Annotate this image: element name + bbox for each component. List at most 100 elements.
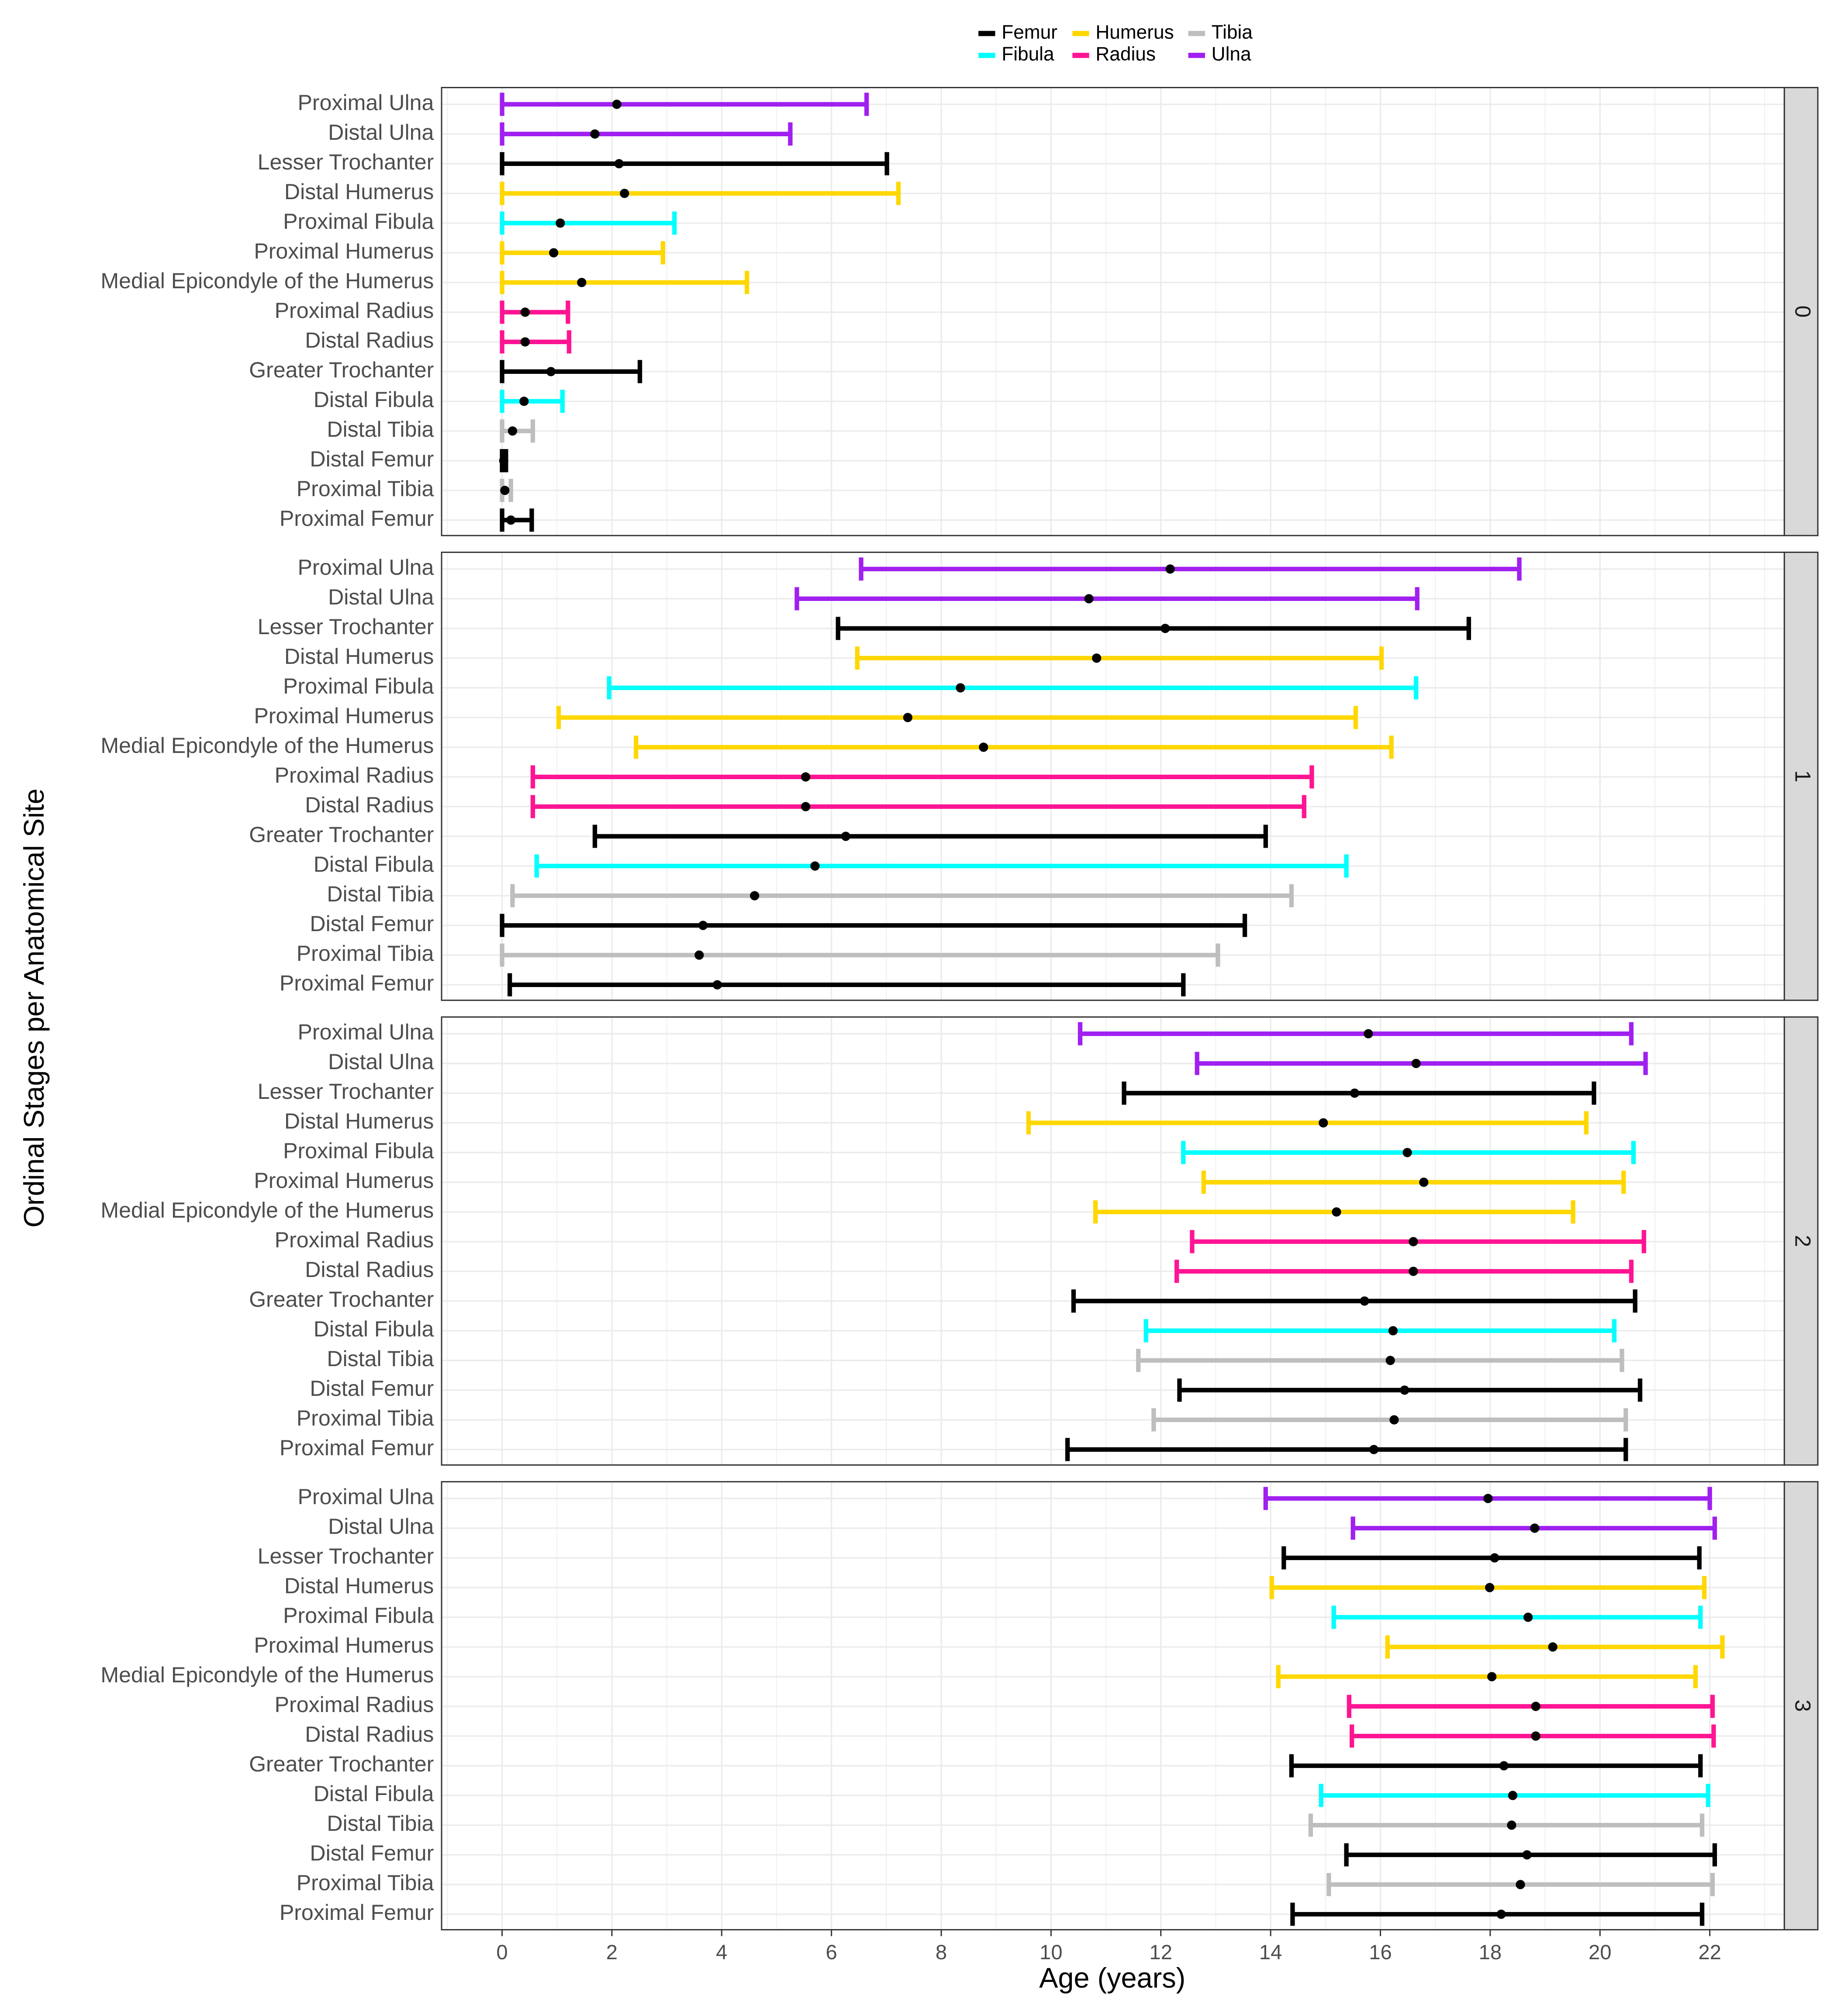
errorbar-proximal-femur — [1065, 1438, 1628, 1461]
mean-point — [1364, 1029, 1373, 1039]
site-label: Distal Fibula — [314, 852, 434, 877]
mean-point — [750, 891, 760, 901]
x-tick-label: 6 — [826, 1940, 837, 1964]
site-label: Proximal Radius — [275, 1692, 434, 1717]
mean-point — [1409, 1267, 1418, 1276]
mean-point — [577, 278, 587, 287]
site-label: Greater Trochanter — [249, 1287, 434, 1312]
x-tick-label: 0 — [496, 1940, 508, 1964]
site-label: Distal Humerus — [284, 1109, 434, 1133]
panels: Proximal Ulna Distal Ulna Lesser Trochante… — [100, 87, 1819, 1930]
mean-point — [698, 921, 708, 930]
x-tick-label: 18 — [1479, 1940, 1502, 1964]
site-label: Medial Epicondyle of the Humerus — [100, 1663, 434, 1687]
mean-point — [903, 713, 912, 722]
errorbar-distal-fibula — [500, 390, 565, 413]
site-label: Proximal Tibia — [297, 941, 434, 966]
site-label: Proximal Humerus — [254, 239, 434, 263]
site-label: Distal Radius — [305, 1722, 434, 1747]
errorbar-distal-tibia — [500, 419, 535, 443]
errorbar-proximal-humerus — [500, 241, 665, 265]
mean-point — [979, 742, 988, 752]
x-axis-title: Age (years) — [1039, 1962, 1185, 1994]
mean-point — [1411, 1059, 1421, 1068]
errorbar-distal-humerus — [500, 182, 901, 205]
mean-point — [1530, 1523, 1540, 1533]
mean-point — [1161, 624, 1170, 633]
errorbar-distal-femur — [1177, 1378, 1643, 1402]
errorbar-proximal-tibia — [500, 479, 513, 502]
errorbar-distal-humerus — [1026, 1111, 1589, 1135]
facet-strip — [1783, 552, 1819, 1001]
x-tick-label: 20 — [1589, 1940, 1611, 1964]
errorbar-greater-trochanter — [500, 360, 642, 383]
errorbar-proximal-ulna — [1263, 1487, 1712, 1510]
mean-point — [1319, 1118, 1328, 1128]
errorbar-proximal-tibia — [500, 943, 1220, 967]
panel-stage-0: Proximal Ulna Distal Ulna Lesser Trochante… — [100, 87, 1819, 536]
site-label: Distal Femur — [310, 447, 434, 471]
mean-point — [1402, 1148, 1412, 1157]
site-label: Medial Epicondyle of the Humerus — [100, 733, 434, 758]
site-label: Lesser Trochanter — [258, 1079, 434, 1104]
errorbar-distal-humerus — [855, 646, 1384, 670]
errorbar-lesser-trochanter — [1122, 1081, 1596, 1105]
x-tick-label: 2 — [606, 1940, 618, 1964]
mean-point — [519, 397, 529, 406]
errorbar-medial-epicondyle-of-the-humerus — [1093, 1200, 1575, 1224]
facet-strip-label: 2 — [1790, 1235, 1815, 1247]
site-label: Distal Tibia — [327, 882, 434, 906]
site-label: Proximal Radius — [275, 763, 434, 787]
errorbar-distal-radius — [1349, 1724, 1716, 1748]
mean-point — [1516, 1880, 1525, 1889]
site-label: Distal Fibula — [314, 1317, 434, 1341]
facet-strip-label: 3 — [1790, 1700, 1815, 1712]
x-tick-label: 12 — [1150, 1940, 1172, 1964]
x-tick-label: 10 — [1040, 1940, 1062, 1964]
mean-point — [1360, 1296, 1369, 1306]
errorbar-proximal-radius — [500, 300, 570, 324]
site-label: Greater Trochanter — [249, 358, 434, 382]
mean-point — [1388, 1326, 1398, 1336]
site-label: Proximal Femur — [280, 506, 434, 531]
legend-label: Tibia — [1212, 21, 1253, 43]
y-axis-title: Ordinal Stages per Anatomical Site — [18, 788, 50, 1227]
x-tick-label: 14 — [1259, 1940, 1282, 1964]
site-label: Proximal Humerus — [254, 1633, 434, 1657]
mean-point — [694, 950, 704, 960]
mean-point — [1350, 1088, 1360, 1098]
errorbar-distal-fibula — [1319, 1784, 1710, 1807]
errorbar-greater-trochanter — [1289, 1754, 1703, 1778]
legend-label: Fibula — [1002, 43, 1054, 65]
mean-point — [1389, 1415, 1399, 1425]
errorbar-distal-ulna — [1195, 1052, 1648, 1075]
facet-strip — [1783, 1016, 1819, 1466]
site-label: Lesser Trochanter — [258, 150, 434, 174]
mean-point — [1490, 1553, 1499, 1563]
mean-point — [1507, 1820, 1516, 1830]
mean-point — [1369, 1445, 1379, 1454]
facet-strip — [1783, 87, 1819, 536]
facet-strip-label: 0 — [1790, 305, 1815, 318]
site-label: Distal Tibia — [327, 1811, 434, 1836]
errorbar-distal-femur — [500, 914, 1247, 937]
site-label: Proximal Ulna — [298, 1020, 434, 1044]
mean-point — [1332, 1207, 1341, 1217]
x-tick-label: 8 — [936, 1940, 947, 1964]
mean-point — [1487, 1672, 1497, 1681]
errorbar-distal-radius — [1174, 1260, 1634, 1283]
site-label: Proximal Fibula — [283, 1603, 434, 1628]
x-tick-label: 22 — [1698, 1940, 1721, 1964]
mean-point — [810, 861, 820, 871]
mean-point — [546, 367, 556, 376]
mean-point — [614, 159, 624, 169]
mean-point — [1165, 564, 1175, 574]
errorbar-lesser-trochanter — [836, 617, 1471, 640]
mean-point — [1523, 1612, 1533, 1622]
site-label: Proximal Tibia — [297, 1871, 434, 1895]
site-label: Proximal Radius — [275, 298, 434, 323]
errorbar-proximal-ulna — [859, 557, 1522, 581]
errorbar-distal-tibia — [1308, 1813, 1705, 1837]
mean-point — [1531, 1731, 1540, 1741]
